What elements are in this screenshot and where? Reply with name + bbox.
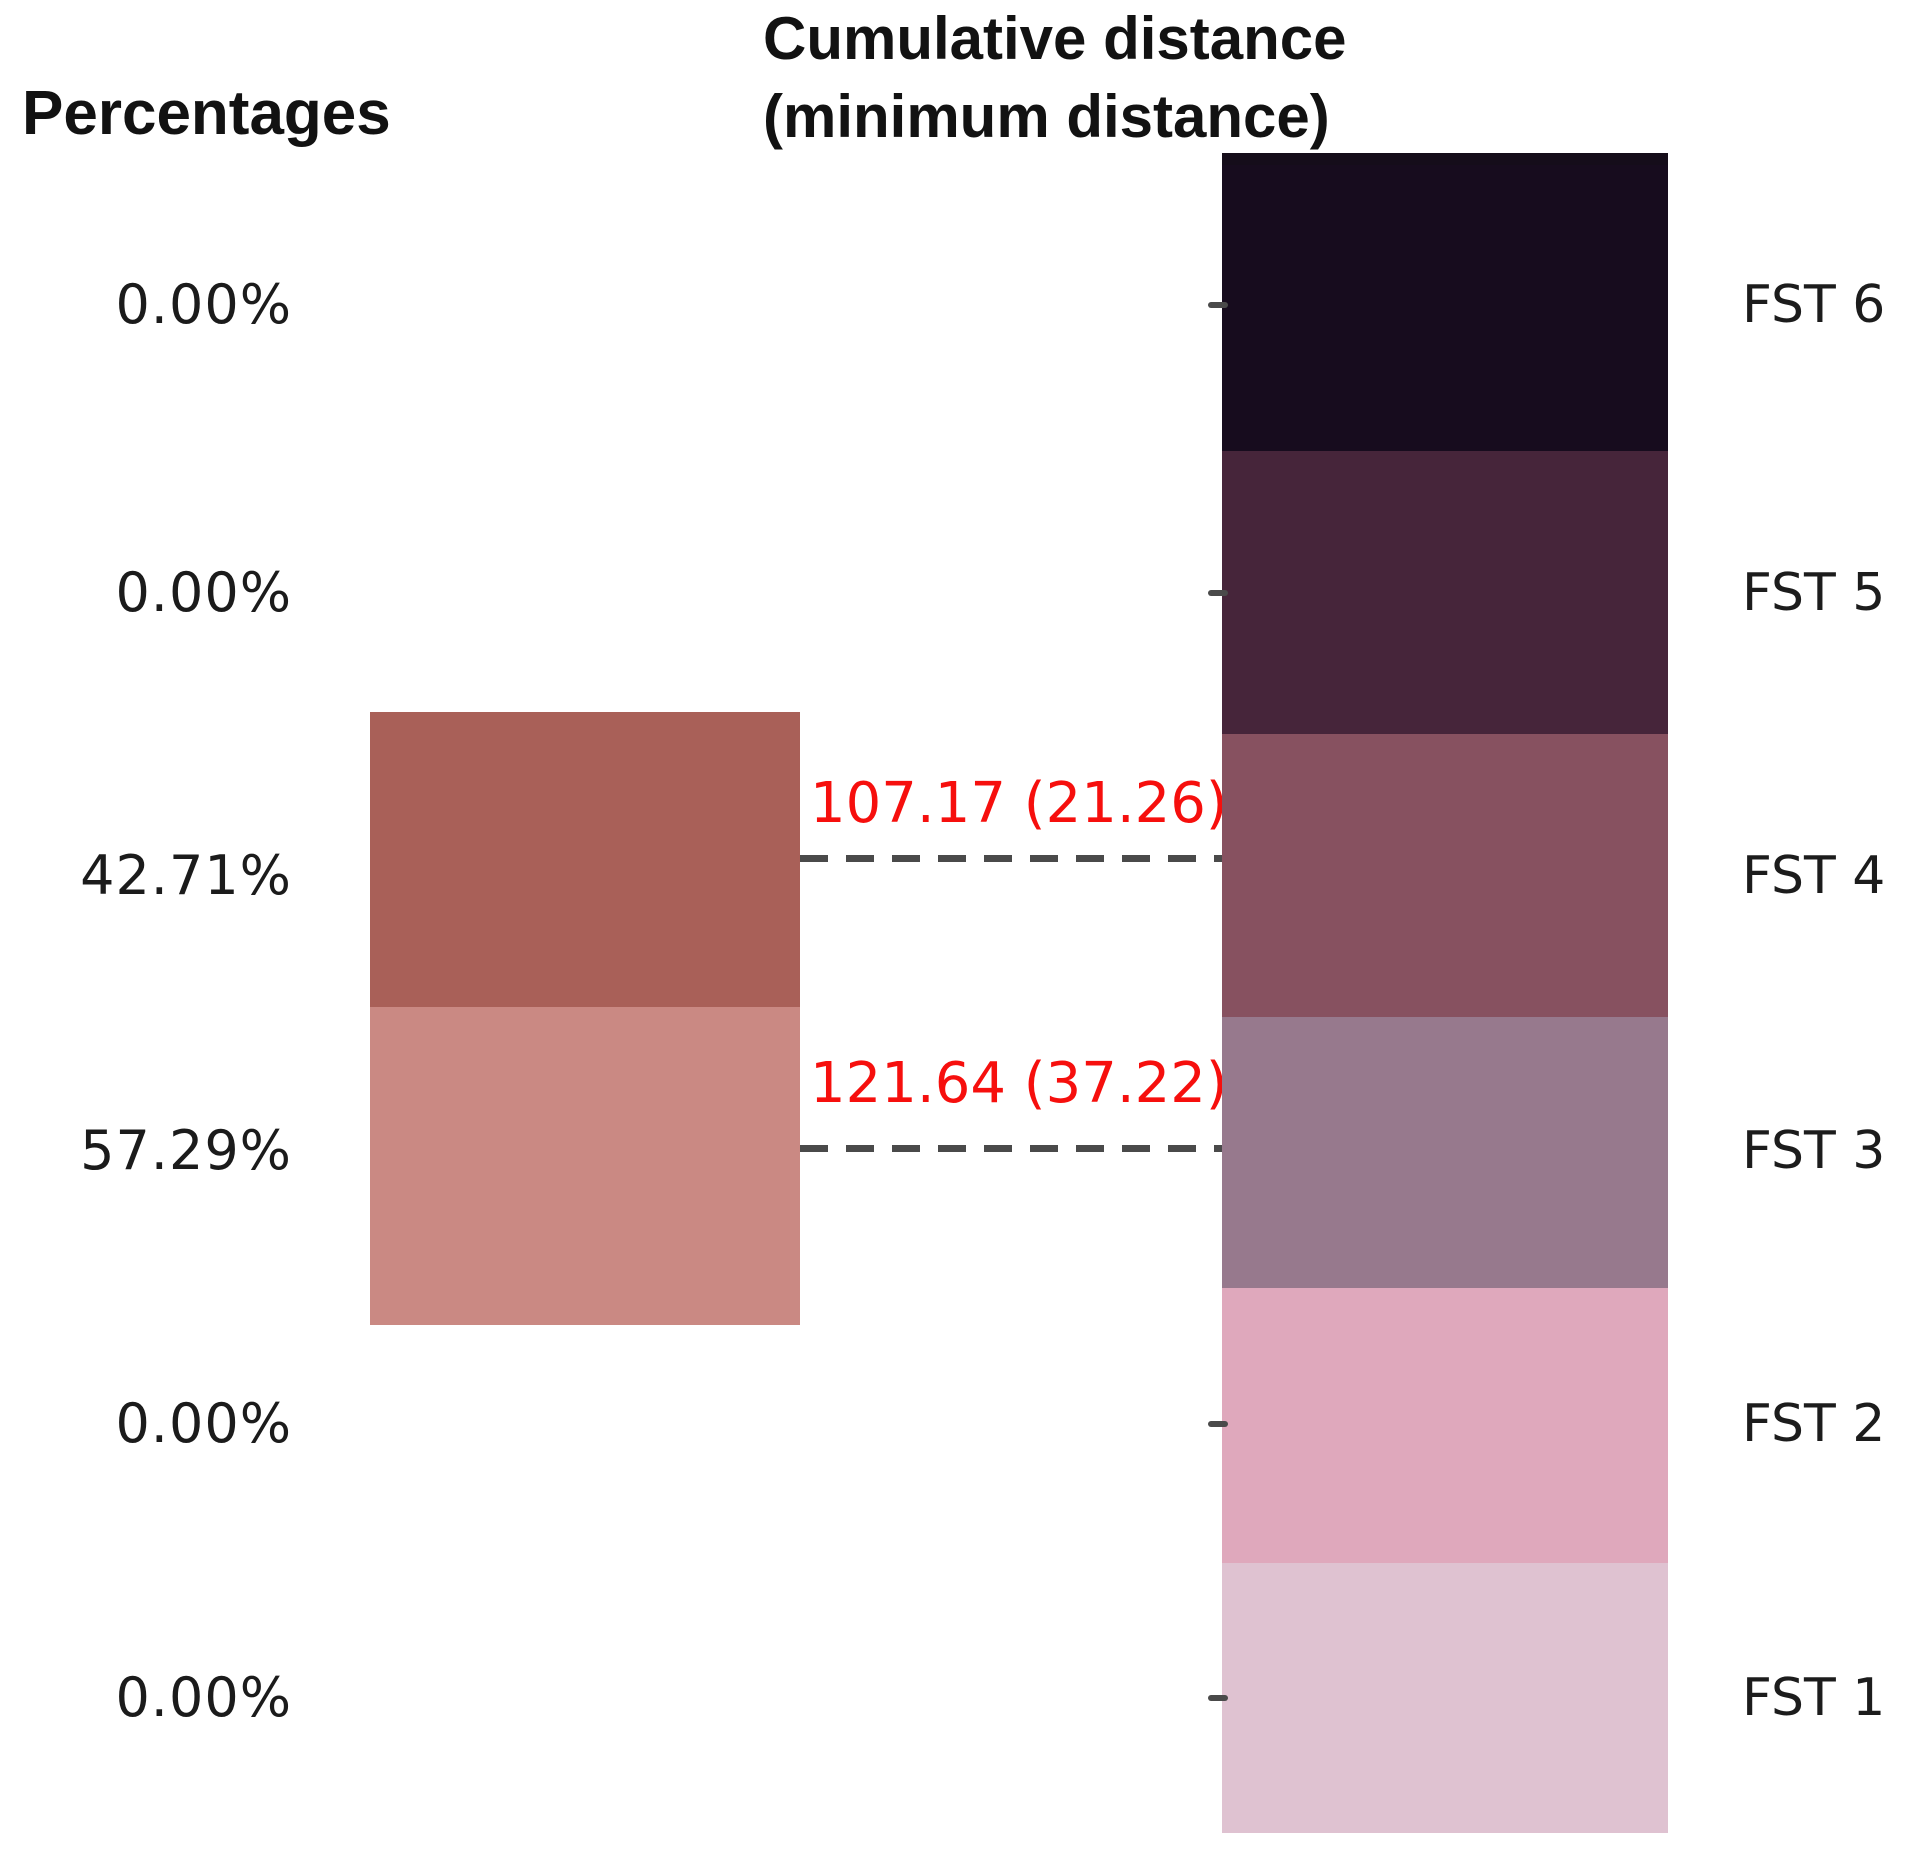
left-bar-segment-fst3 bbox=[370, 1007, 800, 1325]
distance-annotation-fst4: 107.17 (21.26) bbox=[810, 771, 1228, 836]
zero-connector-tick-fst5 bbox=[1208, 590, 1228, 596]
distance-annotation-fst3: 121.64 (37.22) bbox=[810, 1051, 1228, 1116]
fst-label-1: FST 1 bbox=[1742, 1668, 1886, 1728]
fst-label-3: FST 3 bbox=[1742, 1121, 1886, 1181]
fst-label-2: FST 2 bbox=[1742, 1394, 1886, 1454]
right-bar-segment-fst6 bbox=[1222, 165, 1668, 451]
right-bar-top-border bbox=[1222, 153, 1668, 165]
percentage-label-fst1: 0.00% bbox=[115, 1666, 292, 1729]
right-bar-segment-fst1 bbox=[1222, 1563, 1668, 1833]
right-bar-segment-fst3 bbox=[1222, 1017, 1668, 1288]
fst-label-4: FST 4 bbox=[1742, 846, 1886, 906]
connector-dashed-line-fst4 bbox=[800, 855, 1222, 862]
fst-label-6: FST 6 bbox=[1742, 275, 1886, 335]
cumulative-distance-header: Cumulative distance (minimum distance) bbox=[763, 0, 1347, 156]
connector-dashed-line-fst3 bbox=[800, 1145, 1222, 1152]
cumulative-distance-header-line2: (minimum distance) bbox=[763, 83, 1330, 150]
right-bar-segment-fst4 bbox=[1222, 734, 1668, 1017]
percentages-header: Percentages bbox=[22, 79, 391, 148]
zero-connector-tick-fst1 bbox=[1208, 1695, 1228, 1701]
cumulative-distance-header-line1: Cumulative distance bbox=[763, 5, 1347, 72]
right-bar-segment-fst5 bbox=[1222, 451, 1668, 734]
right-bar-segment-fst2 bbox=[1222, 1288, 1668, 1563]
percentage-label-fst5: 0.00% bbox=[115, 561, 292, 624]
percentage-label-fst2: 0.00% bbox=[115, 1392, 292, 1455]
left-bar-segment-fst4 bbox=[370, 712, 800, 1007]
zero-connector-tick-fst6 bbox=[1208, 302, 1228, 308]
percentage-label-fst3: 57.29% bbox=[80, 1119, 292, 1182]
percentage-label-fst4: 42.71% bbox=[80, 844, 292, 907]
fst-label-5: FST 5 bbox=[1742, 563, 1886, 623]
zero-connector-tick-fst2 bbox=[1208, 1421, 1228, 1427]
percentage-label-fst6: 0.00% bbox=[115, 273, 292, 336]
